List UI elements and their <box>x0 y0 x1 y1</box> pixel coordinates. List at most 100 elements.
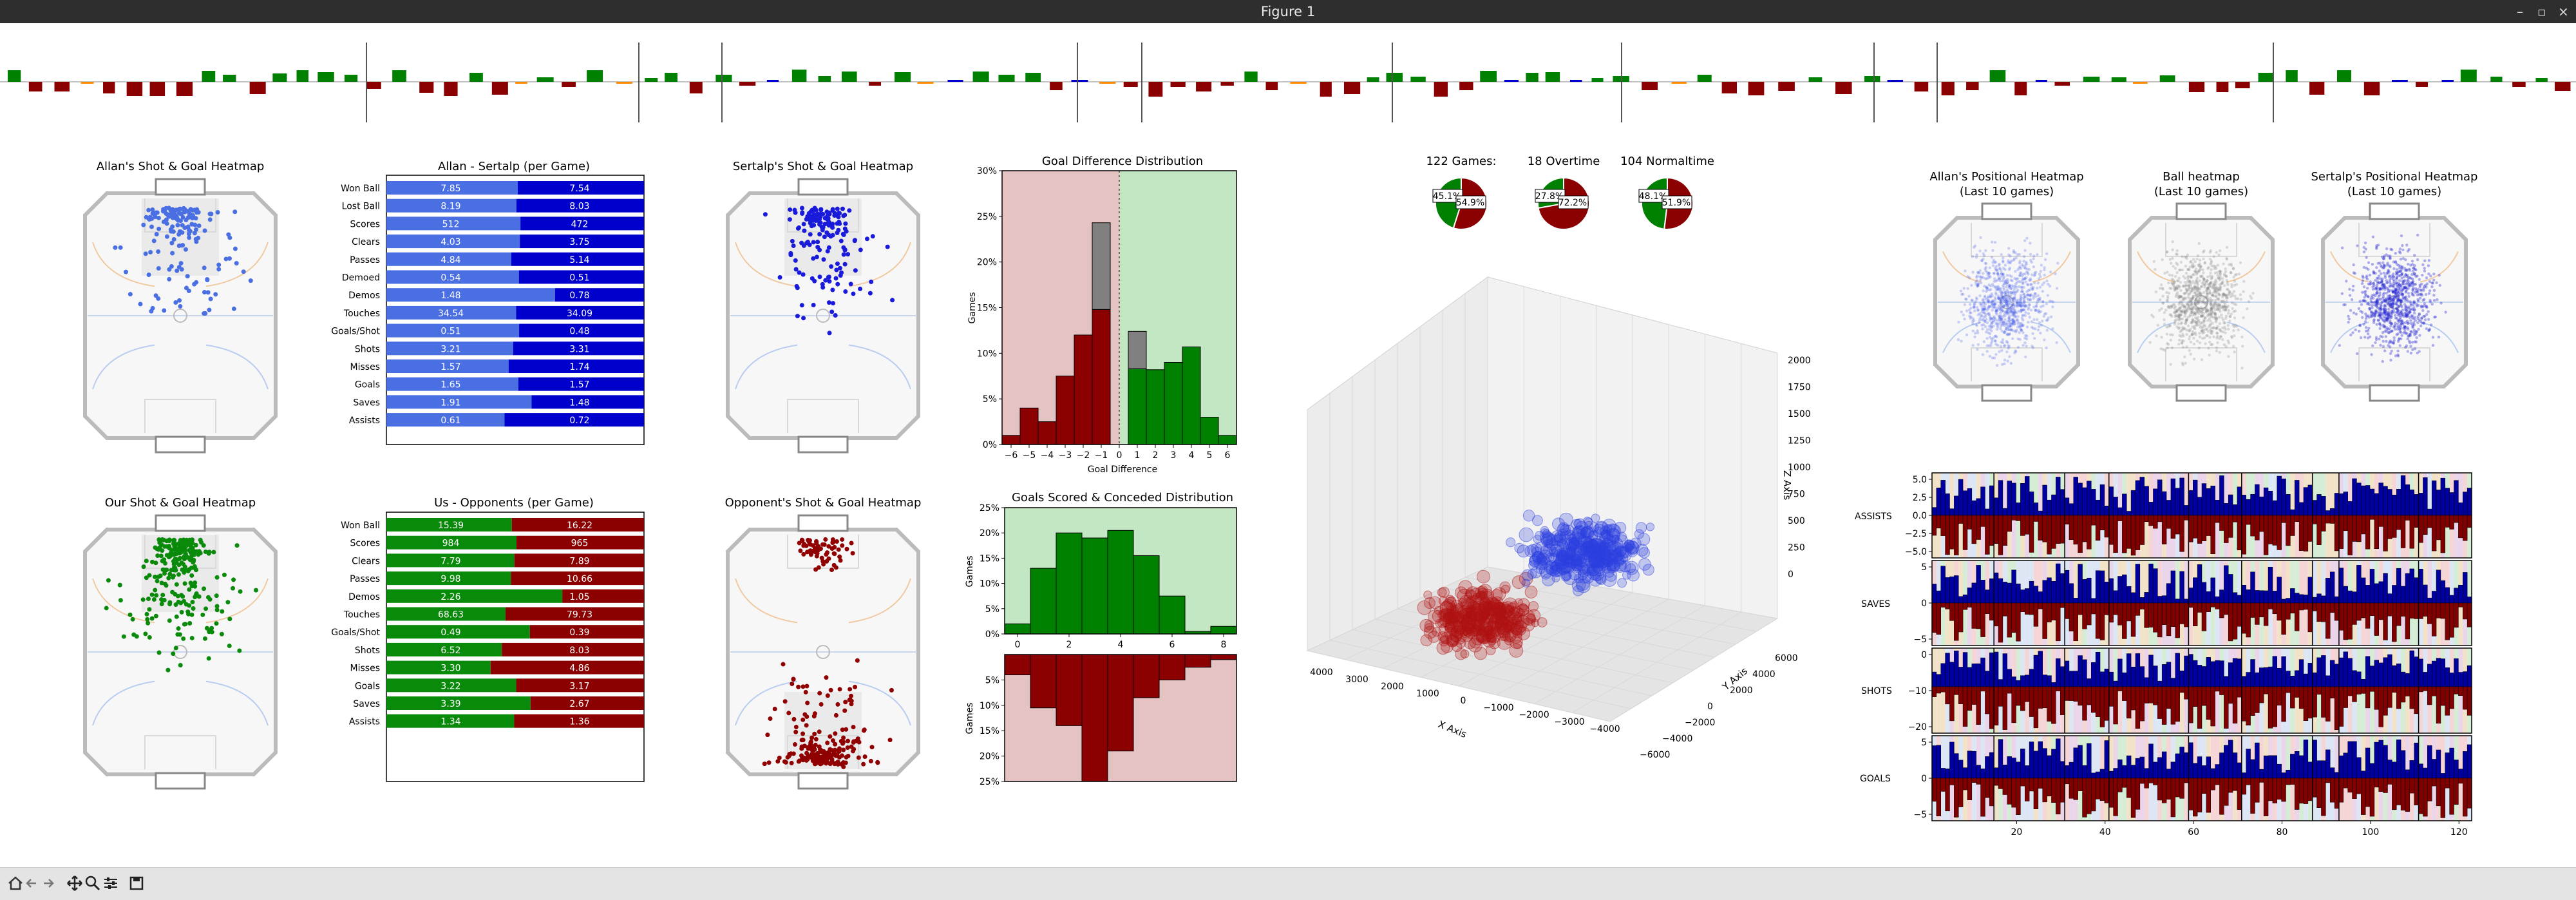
shot-point <box>828 330 832 335</box>
position-point <box>2349 309 2352 312</box>
position-point <box>2360 336 2362 339</box>
position-point <box>2172 284 2174 287</box>
result-bar <box>645 78 658 82</box>
position-point <box>2040 263 2043 266</box>
shot-point <box>794 267 799 272</box>
shot-point <box>842 253 846 257</box>
position-point <box>2396 323 2399 325</box>
position-point <box>2208 325 2210 328</box>
histogram-bar <box>1128 369 1146 445</box>
position-point <box>2000 273 2003 275</box>
shot-point <box>800 210 804 215</box>
position-point <box>2231 302 2233 304</box>
shot-point <box>837 548 841 552</box>
shot-point <box>176 626 181 631</box>
position-point <box>2202 291 2205 294</box>
position-point <box>2003 321 2006 324</box>
position-point <box>1964 303 1966 306</box>
result-bar <box>2133 82 2148 84</box>
maximize-icon[interactable]: ▫ <box>2537 0 2546 23</box>
position-point <box>2024 280 2027 283</box>
position-point <box>1991 309 1993 311</box>
position-point <box>2197 320 2200 323</box>
position-point <box>1989 324 1992 327</box>
position-point <box>2215 349 2218 352</box>
minimize-icon[interactable]: – <box>2517 0 2523 23</box>
shot-point <box>821 225 826 229</box>
position-point <box>2224 321 2226 324</box>
shot-point <box>118 598 123 602</box>
position-point <box>2382 262 2384 264</box>
stat-value-right: 1.48 <box>569 397 589 408</box>
position-point <box>2001 295 2003 298</box>
goal-box <box>156 773 205 789</box>
stat-value-left: 0.54 <box>440 273 460 283</box>
y-tick-label: 0 <box>1707 702 1713 712</box>
position-point <box>2204 342 2206 345</box>
position-point <box>2006 333 2009 336</box>
position-point <box>2025 291 2028 293</box>
shot-point <box>814 540 819 544</box>
position-point <box>2421 274 2423 276</box>
position-point <box>2188 281 2191 283</box>
position-point <box>2160 283 2163 286</box>
stat-label: Misses <box>350 664 380 674</box>
x-tick-label: 3000 <box>1345 675 1368 685</box>
position-point <box>2199 294 2202 296</box>
position-point <box>2380 282 2383 284</box>
position-point <box>2355 312 2358 315</box>
position-point <box>2407 263 2409 265</box>
position-point <box>2022 282 2024 285</box>
result-bar <box>2083 77 2100 82</box>
shot-point <box>152 238 156 243</box>
position-point <box>2171 249 2174 251</box>
position-point <box>2367 296 2369 298</box>
x-tick-label: −4000 <box>1589 724 1620 734</box>
position-point <box>2024 267 2027 269</box>
position-point <box>2159 298 2161 301</box>
pie-title: 18 Overtime <box>1528 155 1600 168</box>
position-point <box>2047 294 2049 296</box>
shot-point <box>846 745 850 750</box>
position-point <box>1965 309 1968 312</box>
position-point <box>2400 283 2402 286</box>
position-point <box>2394 288 2397 291</box>
ball-position-point <box>1439 623 1452 637</box>
x-tick-label: 1000 <box>1416 689 1439 699</box>
position-point <box>2363 285 2365 288</box>
position-point <box>2183 327 2186 330</box>
position-point <box>2396 263 2398 265</box>
stat-label: Touches <box>343 309 380 319</box>
shot-point <box>827 300 831 305</box>
position-point <box>2402 282 2405 285</box>
position-point <box>2190 341 2192 343</box>
shot-point <box>869 759 873 763</box>
shot-point <box>763 212 768 216</box>
ball-position-point <box>1474 647 1486 660</box>
position-point <box>2383 292 2385 294</box>
position-point <box>2404 325 2407 328</box>
position-point <box>2400 258 2402 260</box>
shot-point <box>835 702 840 707</box>
position-point <box>2018 285 2020 288</box>
histogram-bar <box>1164 363 1182 445</box>
shot-point <box>167 618 172 623</box>
position-point <box>2220 313 2222 316</box>
position-point <box>1975 256 1978 258</box>
position-point <box>2208 292 2211 294</box>
close-icon[interactable]: × <box>2558 0 2569 23</box>
shot-point <box>853 685 857 689</box>
shot-point <box>162 557 166 562</box>
histogram-bar <box>1146 370 1164 445</box>
position-point <box>2166 300 2168 303</box>
shot-point <box>149 225 154 229</box>
shot-point <box>833 748 837 752</box>
shot-point <box>841 765 846 769</box>
shot-point <box>870 745 875 749</box>
shot-point <box>846 754 851 758</box>
position-point <box>2371 344 2374 347</box>
shot-point <box>215 575 220 580</box>
position-point <box>2020 299 2022 302</box>
shot-point <box>791 751 796 756</box>
shot-point <box>865 236 869 241</box>
